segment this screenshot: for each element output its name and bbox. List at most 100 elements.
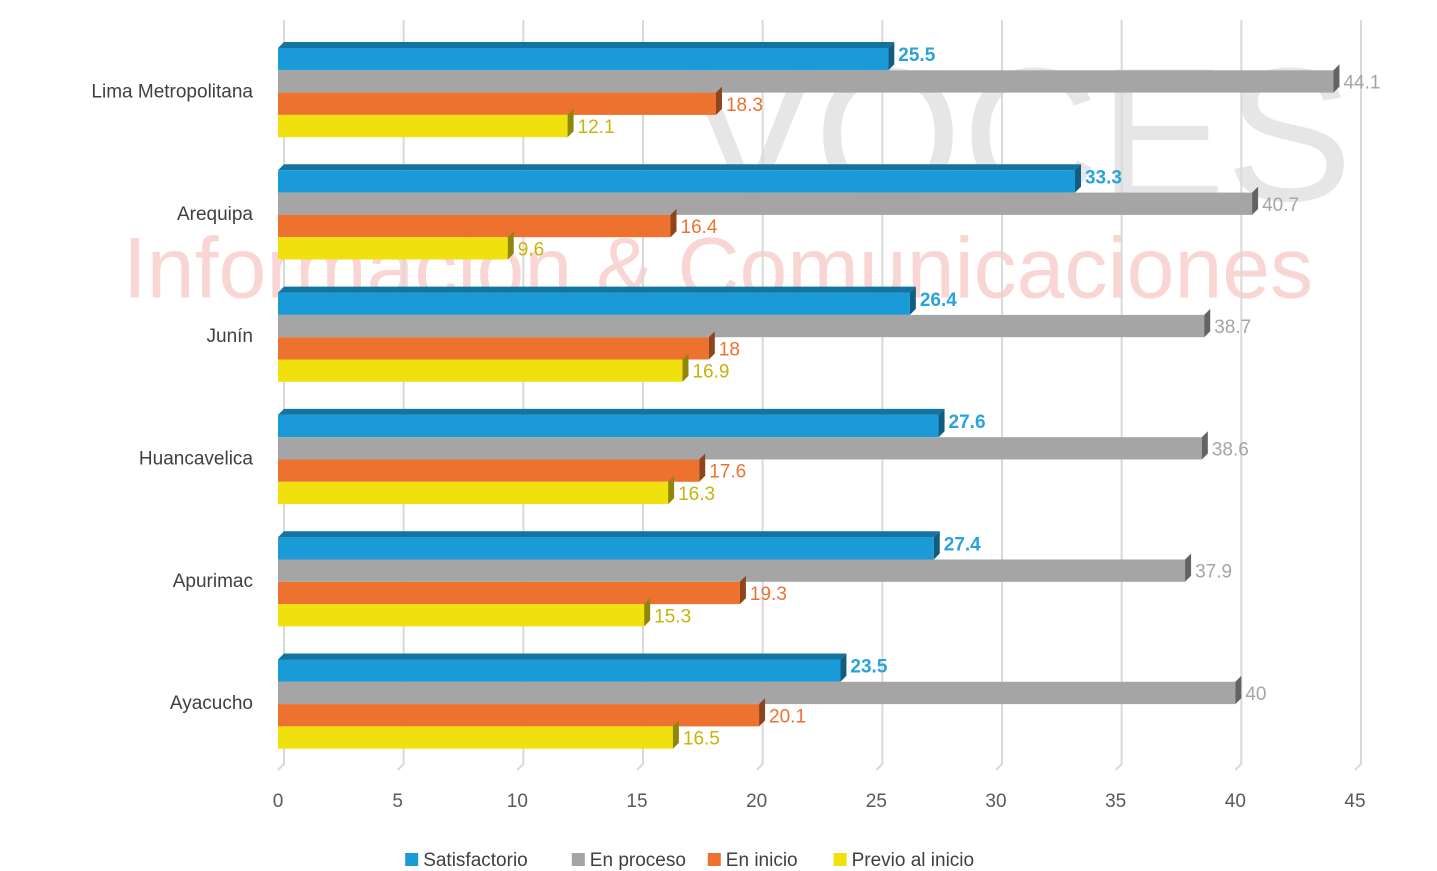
bar-top <box>278 531 940 538</box>
bar-top <box>278 653 847 660</box>
bar-top <box>278 164 1081 171</box>
bar-side <box>672 720 679 749</box>
bar-side <box>1235 675 1242 705</box>
bar-side <box>670 208 677 238</box>
data-label: 9.6 <box>518 239 544 260</box>
bar <box>278 92 716 115</box>
bar-side <box>699 453 706 482</box>
data-label: 18.3 <box>726 95 763 116</box>
bar-side <box>1185 553 1192 582</box>
grid-line <box>1114 20 1123 771</box>
bar <box>278 214 671 238</box>
grid-line <box>277 20 285 771</box>
bar-side <box>644 598 651 627</box>
data-label: 25.5 <box>898 45 935 66</box>
legend-swatch <box>833 853 847 866</box>
bar-side <box>708 331 715 360</box>
data-label: 38.6 <box>1212 439 1249 460</box>
grid-line <box>636 20 644 771</box>
data-label: 27.4 <box>944 534 981 555</box>
bar-side <box>938 408 945 438</box>
bar <box>278 170 1075 193</box>
y-tick-label: Junín <box>207 326 253 347</box>
x-tick-label: 0 <box>273 791 284 812</box>
data-label: 27.6 <box>949 412 986 433</box>
bar-side <box>715 86 722 115</box>
data-label: 20.1 <box>769 706 806 727</box>
legend-swatch <box>707 853 721 866</box>
x-tick-label: 10 <box>507 791 528 812</box>
x-tick-label: 30 <box>985 791 1006 812</box>
bar-side <box>682 353 689 382</box>
legend-label: Satisfactorio <box>423 850 528 871</box>
legend-swatch <box>571 853 585 866</box>
grid-line <box>995 20 1003 771</box>
data-label: 12.1 <box>578 117 615 138</box>
bar <box>278 704 760 727</box>
y-tick-label: Huancavelica <box>139 449 253 470</box>
legend-label: Previo al inicio <box>852 850 975 871</box>
bar <box>278 459 700 482</box>
x-tick-label: 40 <box>1225 791 1246 812</box>
data-label: 26.4 <box>920 290 957 311</box>
data-label: 16.3 <box>678 484 715 505</box>
bar <box>278 237 508 260</box>
x-tick-label: 25 <box>866 791 887 812</box>
y-tick-label: Ayacucho <box>170 693 253 714</box>
bar-side <box>759 698 766 727</box>
legend-swatch <box>405 853 419 866</box>
bar-side <box>933 531 940 560</box>
grid-line <box>396 20 405 771</box>
legend-label: En proceso <box>590 850 686 871</box>
bar-side <box>1201 431 1208 460</box>
bar-side <box>840 653 847 682</box>
grid-line <box>516 20 525 771</box>
bar <box>278 192 1253 215</box>
bar-top <box>278 42 895 48</box>
x-tick-label: 15 <box>626 791 647 812</box>
bar <box>278 681 1236 705</box>
bar <box>278 48 889 71</box>
x-tick-label: 20 <box>746 791 767 812</box>
data-label: 38.7 <box>1214 317 1251 338</box>
bar <box>278 559 1186 582</box>
bar-side <box>1204 308 1211 338</box>
bar-side <box>739 575 746 605</box>
bar-side <box>888 42 895 71</box>
bar <box>278 70 1334 93</box>
bar <box>278 581 740 605</box>
data-label: 33.3 <box>1085 167 1122 188</box>
data-label: 23.5 <box>850 657 887 678</box>
data-label: 37.9 <box>1195 562 1232 583</box>
bar <box>278 292 910 315</box>
data-label: 44.1 <box>1343 72 1380 93</box>
x-tick-label: 5 <box>392 791 403 812</box>
legend-label: En inicio <box>726 850 798 871</box>
bar <box>278 437 1202 460</box>
grid-line <box>755 20 764 771</box>
data-label: 16.5 <box>683 729 720 750</box>
bar <box>278 604 645 627</box>
bar-side <box>567 108 574 138</box>
data-label: 40.7 <box>1262 195 1299 216</box>
data-label: 17.6 <box>709 462 746 483</box>
bar <box>278 481 669 505</box>
grid-line <box>1234 20 1243 771</box>
y-tick-label: Lima Metropolitana <box>91 82 253 103</box>
bar-side <box>507 231 514 260</box>
grid-line <box>1354 20 1362 771</box>
x-tick-label: 45 <box>1344 791 1365 812</box>
bar-side <box>1252 186 1259 215</box>
bar <box>278 359 683 382</box>
bar-side <box>1074 164 1081 193</box>
bar <box>278 414 939 438</box>
bar-side <box>668 475 675 505</box>
y-tick-label: Arequipa <box>177 204 253 225</box>
data-label: 40 <box>1245 684 1266 705</box>
bar-side <box>1333 64 1340 93</box>
bar <box>278 114 568 138</box>
grid-line <box>875 20 884 771</box>
bar <box>278 726 673 749</box>
y-tick-label: Apurimac <box>173 571 253 592</box>
